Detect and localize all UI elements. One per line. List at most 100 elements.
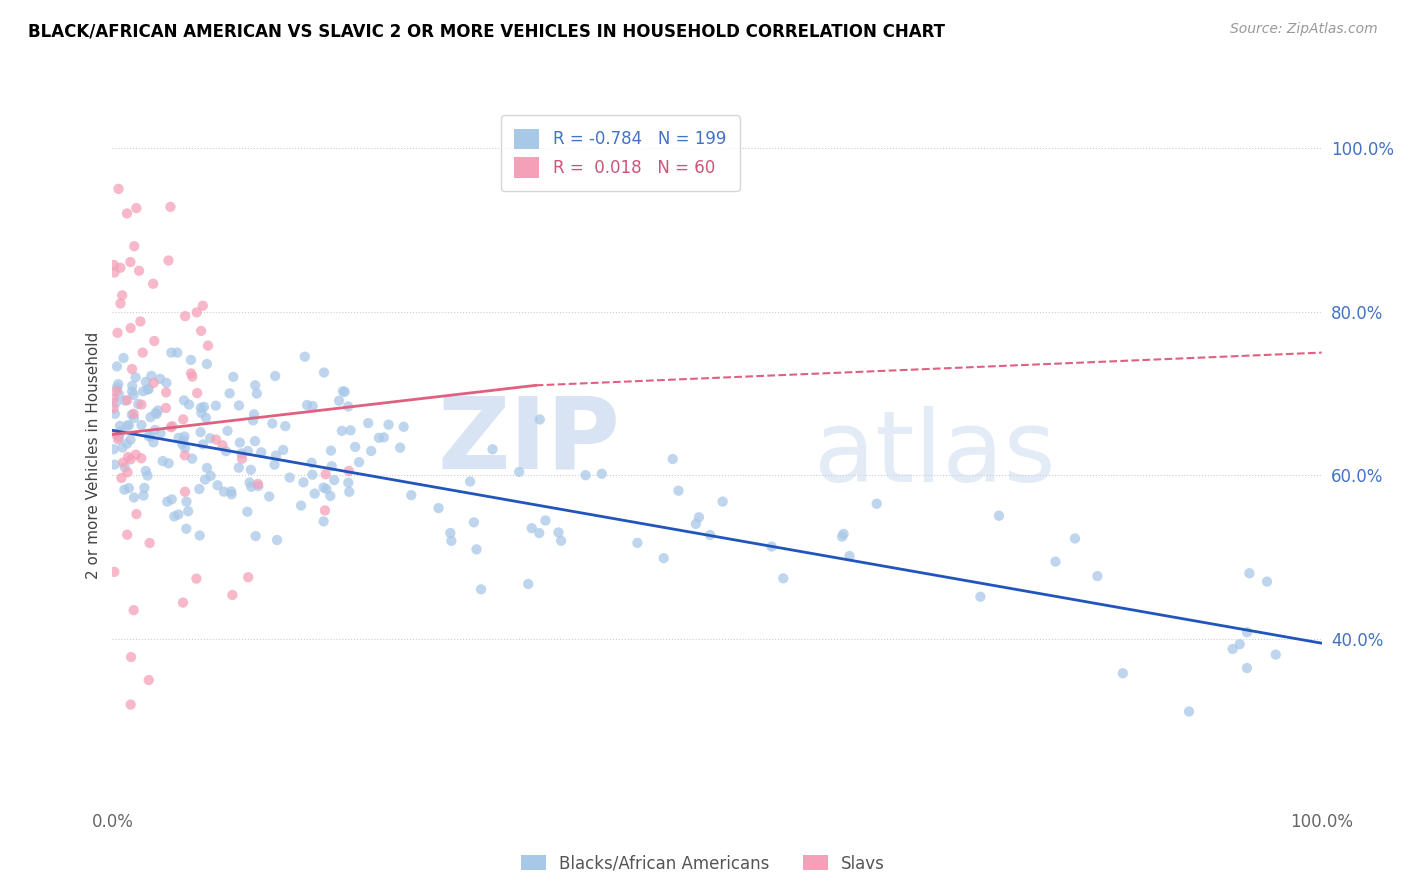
Point [337, 475, 360, 490]
Point [357, 416, 380, 430]
Point [114, 393, 136, 408]
Point [110, 471, 132, 485]
Point [138, 536, 160, 550]
Point [104, 407, 127, 421]
Point [699, 528, 721, 542]
Point [103, 458, 125, 472]
Point [211, 438, 233, 452]
Point [143, 334, 166, 348]
Point [103, 442, 125, 457]
Point [110, 296, 132, 310]
Point [332, 384, 354, 399]
Point [103, 266, 125, 280]
Point [337, 464, 360, 478]
Point [312, 515, 335, 529]
Point [347, 455, 370, 469]
Legend: R = -0.784   N = 199, R =  0.018   N = 60: R = -0.784 N = 199, R = 0.018 N = 60 [501, 115, 740, 191]
Point [118, 481, 141, 495]
Point [172, 596, 194, 610]
Point [177, 504, 200, 518]
Point [145, 406, 167, 420]
Point [120, 698, 142, 712]
Point [107, 377, 129, 392]
Point [111, 288, 134, 302]
Point [481, 442, 503, 457]
Point [661, 452, 683, 467]
Point [240, 480, 263, 494]
Point [987, 508, 1010, 523]
Point [107, 432, 129, 446]
Point [121, 379, 143, 393]
Point [160, 345, 183, 359]
Point [115, 393, 138, 408]
Point [111, 441, 134, 455]
Point [174, 441, 197, 455]
Point [319, 489, 342, 503]
Point [212, 484, 235, 499]
Point [112, 351, 135, 365]
Point [174, 522, 197, 536]
Point [360, 444, 382, 458]
Point [132, 384, 155, 399]
Point [246, 477, 269, 491]
Point [200, 469, 222, 483]
Point [128, 264, 150, 278]
Point [321, 459, 343, 474]
Point [180, 352, 202, 367]
Point [138, 429, 160, 443]
Point [157, 253, 180, 268]
Point [239, 463, 262, 477]
Point [221, 588, 243, 602]
Point [439, 526, 461, 541]
Point [163, 509, 186, 524]
Text: atlas: atlas [814, 407, 1056, 503]
Point [294, 350, 316, 364]
Point [337, 484, 360, 499]
Text: ZIP: ZIP [437, 392, 620, 490]
Point [122, 491, 145, 505]
Point [105, 427, 128, 442]
Point [668, 483, 690, 498]
Point [344, 440, 367, 454]
Point [427, 501, 450, 516]
Point [529, 526, 551, 541]
Point [195, 461, 218, 475]
Point [120, 650, 142, 665]
Point [107, 182, 129, 196]
Point [194, 410, 217, 425]
Point [534, 514, 557, 528]
Point [1087, 569, 1109, 583]
Point [120, 255, 142, 269]
Point [207, 478, 229, 492]
Point [172, 412, 194, 426]
Point [108, 430, 131, 444]
Point [104, 395, 127, 409]
Point [1045, 555, 1067, 569]
Point [173, 393, 195, 408]
Point [122, 407, 145, 421]
Point [229, 435, 252, 450]
Point [173, 434, 195, 448]
Text: Source: ZipAtlas.com: Source: ZipAtlas.com [1230, 22, 1378, 37]
Point [401, 488, 423, 502]
Point [167, 508, 190, 522]
Point [186, 572, 208, 586]
Point [323, 473, 346, 487]
Point [142, 277, 165, 291]
Point [231, 451, 253, 466]
Point [131, 398, 153, 412]
Point [1236, 661, 1258, 675]
Point [173, 429, 195, 443]
Point [274, 419, 297, 434]
Point [190, 324, 212, 338]
Point [239, 475, 262, 490]
Point [193, 400, 215, 414]
Point [186, 386, 208, 401]
Point [217, 424, 239, 438]
Point [1256, 574, 1278, 589]
Point [470, 582, 492, 597]
Point [143, 423, 166, 437]
Point [142, 376, 165, 390]
Point [105, 359, 128, 374]
Point [115, 527, 138, 541]
